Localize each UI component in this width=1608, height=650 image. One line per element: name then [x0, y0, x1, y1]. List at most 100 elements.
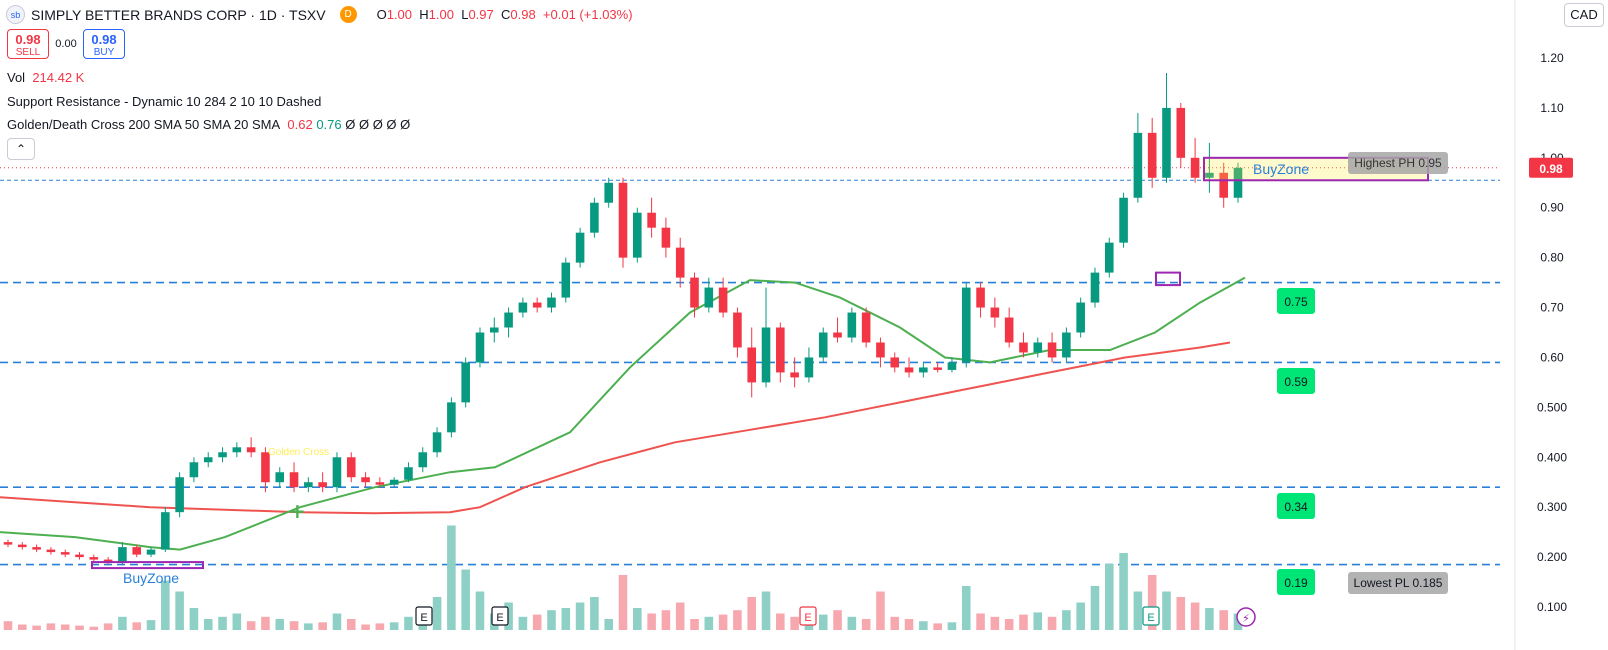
candle-body [461, 362, 470, 403]
breakout-box [1155, 271, 1181, 287]
earnings-marker-icon [491, 606, 509, 626]
candle-body [475, 332, 485, 363]
volume-bar [218, 616, 227, 630]
y-tick-label: 1.20 [1540, 51, 1564, 65]
volume-bar [890, 616, 900, 630]
volume-bar [776, 613, 785, 630]
volume-bar [833, 610, 842, 630]
volume-bar [647, 613, 656, 630]
golden-cross-label: Golden Cross [268, 447, 329, 458]
volume-bar [847, 616, 857, 630]
candle-body [561, 262, 571, 298]
volume-bar [1133, 591, 1143, 630]
volume-bar [189, 608, 199, 630]
candle-body [747, 347, 757, 383]
candle-body [218, 452, 227, 458]
candle-body [933, 367, 942, 370]
buyzone-label: BuyZone [123, 570, 179, 586]
candle-body [861, 312, 871, 343]
lowest-label-bg [1348, 572, 1448, 594]
level-label: 0.19 [1284, 576, 1308, 590]
candle-body [1062, 332, 1071, 358]
buyzone-box [91, 561, 204, 570]
candle-body [32, 547, 41, 550]
level-label: 0.75 [1284, 295, 1308, 309]
candle-body [132, 547, 142, 555]
company-logo-icon: sb [6, 5, 25, 24]
level-label-bg [1277, 288, 1315, 314]
volume-bar [961, 586, 971, 630]
candle-body [661, 227, 671, 248]
volume-bar [704, 616, 714, 630]
sell-button[interactable]: 0.98 SELL [7, 29, 49, 59]
candle-body [947, 362, 957, 370]
volume-bar [861, 619, 871, 630]
volume-legend[interactable]: Vol 214.42 K [7, 70, 85, 85]
volume-bar [289, 621, 299, 630]
volume-bar [532, 614, 542, 630]
volume-bar [232, 613, 242, 630]
volume-bar [733, 610, 742, 630]
volume-bar [618, 575, 628, 630]
volume-bar [575, 602, 585, 630]
volume-bar [1119, 553, 1128, 630]
y-tick-label: 0.500 [1537, 400, 1567, 414]
highest-label: Highest PH 0.95 [1354, 156, 1442, 170]
candle-body [1190, 157, 1200, 178]
volume-bar [161, 580, 170, 630]
volume-bar [332, 613, 342, 630]
volume-bar [675, 602, 685, 630]
candle-body [246, 447, 256, 453]
level-label: 0.34 [1284, 500, 1308, 514]
collapse-legend-button[interactable]: ⌃ [7, 138, 35, 160]
symbol-title[interactable]: SIMPLY BETTER BRANDS CORP · 1D · TSXV [31, 6, 326, 23]
candle-body [375, 482, 385, 485]
volume-bar [132, 622, 142, 630]
currency-selector[interactable]: CAD [1564, 3, 1604, 27]
support-resistance-legend[interactable]: Support Resistance - Dynamic 10 284 2 10… [7, 94, 322, 109]
volume-bar [904, 619, 914, 630]
y-tick-label: 0.200 [1537, 550, 1567, 564]
candle-body [432, 432, 442, 453]
volume-bar [990, 616, 1000, 630]
volume-bar [761, 591, 771, 630]
candle-body [532, 302, 542, 308]
candle-body [46, 549, 56, 553]
lowest-label: Lowest PL 0.185 [1354, 576, 1443, 590]
volume-bar [1004, 619, 1014, 630]
highest-label-bg [1348, 152, 1448, 174]
candle-body [18, 544, 27, 548]
candle-body [704, 287, 714, 308]
candle-body [818, 332, 828, 358]
candle-body [833, 332, 842, 338]
level-label-bg [1277, 493, 1315, 519]
y-tick-label: 0.400 [1537, 450, 1567, 464]
candle-body [647, 212, 656, 228]
last-price-tag-bg [1529, 157, 1573, 178]
buy-button[interactable]: 0.98 BUY [83, 29, 125, 59]
volume-bar [747, 597, 757, 630]
volume-bar [389, 622, 399, 630]
volume-bar [790, 616, 799, 630]
candle-body [60, 552, 70, 555]
earnings-marker-label: E [496, 612, 503, 624]
golden-death-cross-legend[interactable]: Golden/Death Cross 200 SMA 50 SMA 20 SMA… [7, 117, 411, 132]
candle-body [232, 447, 242, 453]
candle-body [447, 402, 456, 433]
candle-body [118, 547, 127, 563]
volume-bar [633, 608, 642, 630]
volume-bar [461, 569, 470, 630]
candle-body [1147, 132, 1157, 178]
volume-bar [1047, 616, 1057, 630]
candle-body [1162, 107, 1171, 178]
volume-bar [46, 623, 56, 630]
volume-bar [1147, 575, 1157, 630]
candle-body [518, 302, 528, 313]
candle-body [361, 477, 370, 483]
volume-bar [1090, 586, 1100, 630]
volume-bar [432, 597, 442, 630]
earnings-marker-label: E [804, 612, 811, 624]
earnings-marker-icon [799, 606, 817, 626]
volume-bar [246, 621, 256, 630]
